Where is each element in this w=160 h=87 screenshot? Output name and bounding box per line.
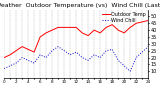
Title: Milwaukee Weather  Outdoor Temperature (vs)  Wind Chill (Last 24 Hours): Milwaukee Weather Outdoor Temperature (v…	[0, 3, 160, 8]
Legend: Outdoor Temp, Wind Chill: Outdoor Temp, Wind Chill	[102, 12, 146, 23]
